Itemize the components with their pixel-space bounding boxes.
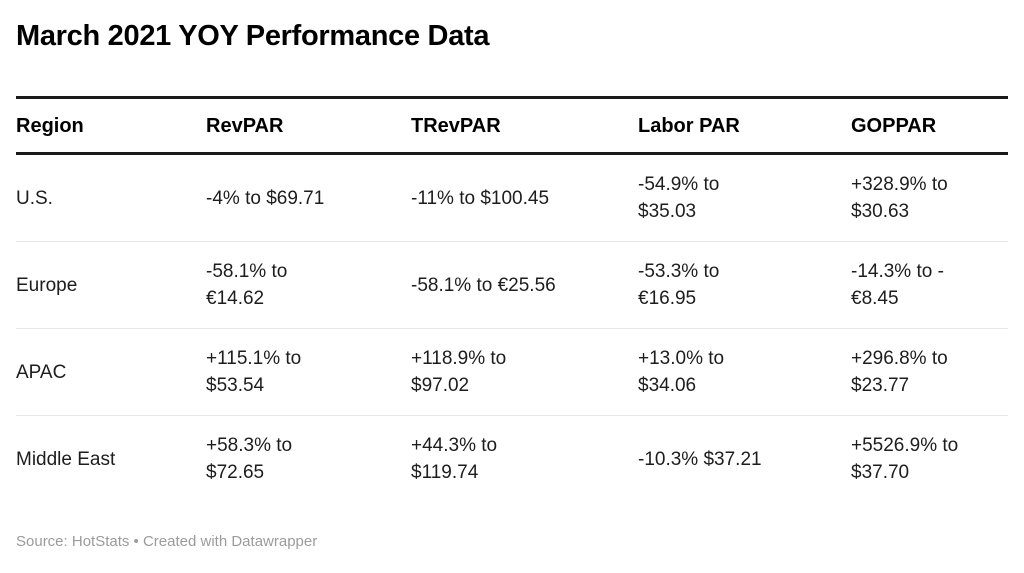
- cell-region: Europe: [16, 241, 206, 329]
- cell-region: U.S.: [16, 187, 53, 209]
- cell-labor-par: -53.3% to €16.95: [638, 241, 851, 329]
- performance-table: Region RevPAR TRevPAR Labor PAR GOPPAR U…: [16, 96, 1008, 502]
- column-header-labor-par: Labor PAR: [638, 96, 851, 155]
- column-header-region: Region: [16, 96, 206, 155]
- table-header-row: Region RevPAR TRevPAR Labor PAR GOPPAR: [16, 96, 1008, 155]
- chart-container: March 2021 YOY Performance Data Region R…: [0, 20, 1024, 551]
- cell-goppar: +296.8% to $23.77: [851, 328, 1008, 416]
- cell-goppar: -14.3% to - €8.45: [851, 241, 1008, 329]
- cell-trevpar: +118.9% to $97.02: [411, 328, 638, 416]
- cell-revpar: -4% to $69.71: [206, 187, 325, 209]
- cell-region: APAC: [16, 328, 206, 416]
- table-row-apac: APAC +115.1% to $53.54 +118.9% to $97.02…: [16, 328, 1008, 416]
- column-header-goppar: GOPPAR: [851, 96, 1008, 155]
- cell-revpar: +115.1% to $53.54: [206, 328, 411, 416]
- source-attribution: Source: HotStats • Created with Datawrap…: [16, 533, 318, 550]
- cell-revpar: +58.3% to $72.65: [206, 415, 411, 502]
- cell-revpar: -58.1% to €14.62: [206, 241, 411, 329]
- table-row-europe: Europe -58.1% to €14.62 -58.1% to €25.56…: [16, 241, 1008, 329]
- page-title: March 2021 YOY Performance Data: [16, 20, 490, 52]
- column-header-trevpar: TRevPAR: [411, 96, 638, 155]
- cell-trevpar: -11% to $100.45: [411, 187, 550, 209]
- table-row-middle-east: Middle East +58.3% to $72.65 +44.3% to $…: [16, 415, 1008, 502]
- cell-goppar: +328.9% to $30.63: [851, 174, 948, 222]
- table-body: U.S. -4% to $69.71 -11% to $100.45 -54.9…: [16, 154, 1008, 502]
- cell-labor-par: +13.0% to $34.06: [638, 328, 851, 416]
- cell-labor-par: -10.3% $37.21: [638, 415, 851, 502]
- cell-labor-par: -54.9% to $35.03: [638, 174, 720, 222]
- column-header-revpar: RevPAR: [206, 96, 411, 155]
- cell-trevpar: -58.1% to €25.56: [411, 241, 638, 329]
- table-header: Region RevPAR TRevPAR Labor PAR GOPPAR: [16, 96, 1008, 155]
- table-row-us: U.S. -4% to $69.71 -11% to $100.45 -54.9…: [16, 154, 1008, 242]
- cell-goppar: +5526.9% to $37.70: [851, 415, 1008, 502]
- cell-region: Middle East: [16, 415, 206, 502]
- cell-trevpar: +44.3% to $119.74: [411, 415, 638, 502]
